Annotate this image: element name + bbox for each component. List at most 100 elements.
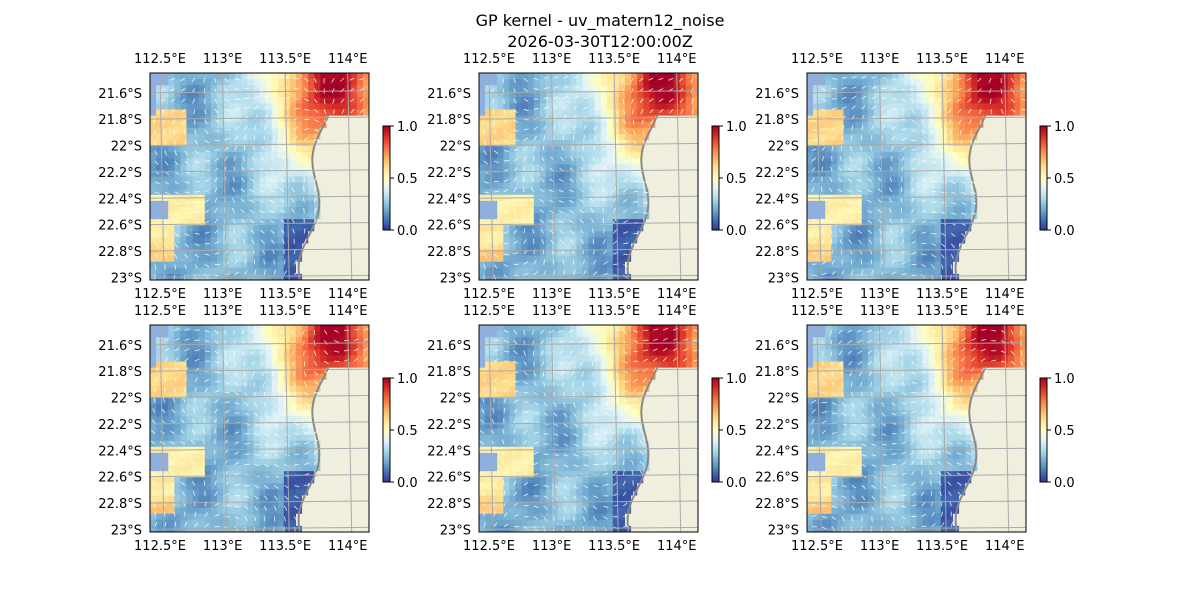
lon-tick-label-top: 112.5°E	[463, 52, 515, 67]
lon-tick-label-bottom: 112.5°E	[463, 539, 515, 554]
lat-tick-label: 23°S	[111, 271, 142, 286]
heatmap-field	[479, 73, 698, 280]
lat-tick-label: 22.2°S	[755, 166, 799, 181]
lon-tick-label-top: 113°E	[203, 52, 243, 67]
lon-tick-label-top: 112.5°E	[791, 304, 843, 319]
lon-tick-label-bottom: 113.5°E	[916, 539, 968, 554]
map-panels: 112.5°E 112.5°E 113°E 113°E 113.5°E 113.5°E 11…	[98, 52, 1074, 554]
colorbar-tick-label: 0.0	[726, 476, 747, 491]
lat-tick-label: 23°S	[111, 523, 142, 538]
panel-frame	[149, 72, 370, 281]
lon-tick-label-bottom: 113°E	[203, 539, 243, 554]
map-panel-6: 112.5°E 112.5°E 113°E 113°E 113.5°E 113.5°E 11…	[755, 304, 1074, 554]
lon-tick-label-top: 113°E	[532, 304, 572, 319]
lon-tick-label-top: 113.5°E	[259, 52, 311, 67]
colorbar-tick-label: 0.5	[726, 172, 747, 187]
lon-tick-label-top: 114°E	[985, 304, 1025, 319]
lat-tick-label: 21.6°S	[98, 339, 142, 354]
panel-frame	[149, 324, 370, 533]
lon-tick-label-bottom: 114°E	[328, 539, 368, 554]
lat-tick-label: 22.8°S	[427, 497, 471, 512]
colorbar-tick-label: 1.0	[1054, 120, 1075, 135]
lat-tick-label: 21.8°S	[755, 113, 799, 128]
colorbar: 0.0 0.5 1.0	[1039, 372, 1075, 491]
colorbar: 0.0 0.5 1.0	[711, 120, 747, 239]
lat-tick-label: 22°S	[111, 140, 142, 155]
colorbar-tick-label: 0.0	[1054, 476, 1075, 491]
lat-tick-label: 23°S	[440, 523, 471, 538]
heatmap-field	[807, 73, 1026, 280]
lon-tick-label-top: 113.5°E	[588, 304, 640, 319]
lon-tick-label-bottom: 114°E	[985, 539, 1025, 554]
gridlines	[150, 73, 369, 280]
colorbar-tick-label: 1.0	[726, 120, 747, 135]
lon-tick-label-bottom: 114°E	[985, 287, 1025, 302]
map-panel-4: 112.5°E 112.5°E 113°E 113°E 113.5°E 113.5°E 11…	[98, 304, 417, 554]
lon-tick-label-bottom: 114°E	[657, 539, 697, 554]
lat-tick-label: 22°S	[440, 140, 471, 155]
colorbar: 0.0 0.5 1.0	[711, 372, 747, 491]
panel-frame	[806, 324, 1027, 533]
lat-tick-label: 21.8°S	[427, 365, 471, 380]
gridlines	[807, 73, 1026, 280]
lat-tick-label: 22.6°S	[98, 471, 142, 486]
lon-tick-label-top: 114°E	[657, 304, 697, 319]
lon-tick-label-bottom: 113.5°E	[259, 287, 311, 302]
lon-tick-label-top: 114°E	[985, 52, 1025, 67]
lon-tick-label-bottom: 112.5°E	[791, 287, 843, 302]
panel-frame	[478, 324, 699, 533]
lat-tick-label: 22.6°S	[427, 471, 471, 486]
lon-tick-label-bottom: 113°E	[532, 287, 572, 302]
lat-tick-label: 22.4°S	[755, 444, 799, 459]
gridlines	[479, 325, 698, 532]
lat-tick-label: 22.6°S	[98, 219, 142, 234]
lon-tick-label-bottom: 112.5°E	[134, 539, 186, 554]
colorbar-tick-label: 0.0	[397, 224, 418, 239]
lat-tick-label: 21.6°S	[427, 339, 471, 354]
heatmap-field	[807, 325, 1026, 532]
lon-tick-label-top: 113°E	[203, 304, 243, 319]
lat-tick-label: 22°S	[768, 140, 799, 155]
lat-tick-label: 21.6°S	[755, 87, 799, 102]
lon-tick-label-bottom: 112.5°E	[791, 539, 843, 554]
lon-tick-label-top: 112.5°E	[134, 304, 186, 319]
figure-title-line2: 2026-03-30T12:00:00Z	[507, 32, 693, 51]
lat-tick-label: 22.8°S	[427, 245, 471, 260]
colorbar-tick-label: 0.5	[397, 424, 418, 439]
colorbar-tick-label: 1.0	[1054, 372, 1075, 387]
lat-tick-label: 21.8°S	[755, 365, 799, 380]
lon-tick-label-top: 112.5°E	[791, 52, 843, 67]
lon-tick-label-bottom: 113.5°E	[259, 539, 311, 554]
map-panel-5: 112.5°E 112.5°E 113°E 113°E 113.5°E 113.5°E 11…	[427, 304, 746, 554]
lon-tick-label-bottom: 113°E	[860, 539, 900, 554]
lat-tick-label: 22.6°S	[755, 471, 799, 486]
lon-tick-label-bottom: 113.5°E	[588, 287, 640, 302]
gridlines	[479, 73, 698, 280]
lat-tick-label: 22°S	[111, 392, 142, 407]
colorbar-tick-label: 0.0	[1054, 224, 1075, 239]
colorbar-tick-label: 1.0	[397, 372, 418, 387]
lat-tick-label: 22.8°S	[98, 245, 142, 260]
lon-tick-label-bottom: 113°E	[532, 539, 572, 554]
velocity-arrows	[150, 327, 369, 532]
map-panel-2: 112.5°E 112.5°E 113°E 113°E 113.5°E 113.5°E 11…	[427, 52, 746, 302]
map-panel-1: 112.5°E 112.5°E 113°E 113°E 113.5°E 113.5°E 11…	[98, 52, 417, 302]
colorbar-tick-label: 0.5	[1054, 172, 1075, 187]
colorbar: 0.0 0.5 1.0	[382, 372, 418, 491]
lat-tick-label: 22.2°S	[755, 418, 799, 433]
velocity-arrows	[811, 75, 1026, 280]
lon-tick-label-bottom: 113.5°E	[916, 287, 968, 302]
lon-tick-label-bottom: 113°E	[860, 287, 900, 302]
lat-tick-label: 21.8°S	[98, 113, 142, 128]
lat-tick-label: 22.2°S	[98, 418, 142, 433]
lon-tick-label-bottom: 113.5°E	[588, 539, 640, 554]
lat-tick-label: 22.2°S	[427, 166, 471, 181]
lat-tick-label: 22°S	[440, 392, 471, 407]
lon-tick-label-top: 112.5°E	[463, 304, 515, 319]
lon-tick-label-bottom: 113°E	[203, 287, 243, 302]
colorbar-tick-label: 0.0	[397, 476, 418, 491]
lat-tick-label: 21.6°S	[427, 87, 471, 102]
lon-tick-label-top: 113°E	[532, 52, 572, 67]
colorbar-tick-label: 0.0	[726, 224, 747, 239]
